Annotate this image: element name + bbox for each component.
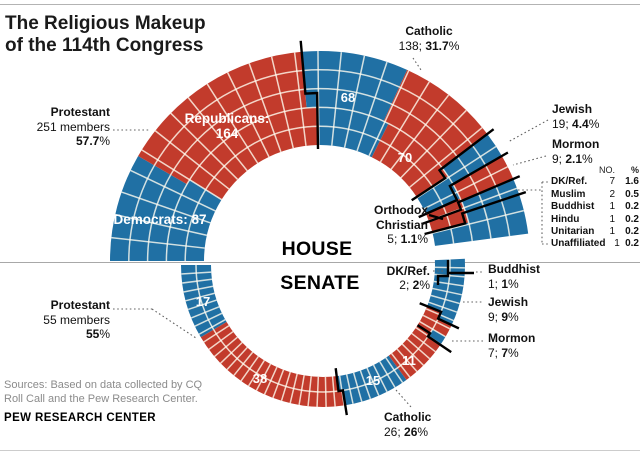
- title-line-1: The Religious Makeup: [5, 13, 206, 34]
- senate-catholic-rep-count: 11: [402, 353, 416, 368]
- house-jewish-callout: Jewish 19; 4.4%: [552, 102, 600, 131]
- religion-count: 1: [609, 213, 615, 225]
- senate-mormon-callout: Mormon 7; 7%: [488, 331, 536, 360]
- religion-count: 7: [609, 176, 615, 188]
- house-senate-divider: [0, 262, 640, 263]
- religion-count: 1: [609, 226, 615, 238]
- religion-name: Hindu: [551, 213, 580, 225]
- group-boundary-line: [299, 40, 320, 150]
- dotted-leader-line: [151, 308, 197, 339]
- page-title: The Religious Makeup of the 114th Congre…: [5, 13, 206, 57]
- senate-catholic-dem-count: 15: [365, 373, 381, 388]
- senate-segment: [200, 329, 346, 407]
- sources-note: Sources: Based on data collected by CQ R…: [4, 379, 202, 406]
- senate-segment: [336, 355, 398, 392]
- dotted-leader-line: [507, 119, 549, 143]
- table-row: DK/Ref. 7 1.6: [551, 176, 639, 188]
- sources-line-2: Roll Call and the Pew Research Center.: [4, 392, 198, 405]
- house-catholic-rep-count: 70: [397, 150, 413, 165]
- callout-name: Protestant: [50, 105, 110, 119]
- religion-pct: 0.2: [625, 226, 639, 238]
- house-republicans-inline-label: Republicans: 164: [184, 111, 270, 141]
- house-segment: [166, 179, 222, 261]
- religion-pct: 0.5: [625, 188, 639, 200]
- religion-count: 1: [609, 201, 615, 213]
- senate-protestant-callout: Protestant 55 members 55%: [43, 298, 110, 341]
- dotted-leader-line: [512, 155, 547, 166]
- religion-pct: 0.2: [625, 238, 639, 250]
- religion-pct: 1.6: [625, 176, 639, 188]
- house-segment: [301, 50, 408, 122]
- group-boundary-line: [424, 190, 527, 236]
- religion-pct: 0.2: [625, 213, 639, 225]
- religion-pct: 0.2: [625, 201, 639, 213]
- senate-segment: [428, 329, 446, 345]
- house-seat-grid: [109, 50, 526, 261]
- table-header-no: NO.: [598, 165, 615, 175]
- house-mormon-callout: Mormon 9; 2.1%: [552, 137, 600, 166]
- table-header-pct: %: [630, 165, 639, 175]
- title-line-2: of the 114th Congress: [5, 35, 204, 56]
- house-protestant-callout: Protestant 251 members 57.7%: [36, 105, 110, 148]
- group-boundary-line: [411, 128, 495, 202]
- group-boundary-line: [416, 324, 452, 354]
- senate-buddhist-callout: Buddhist 1; 1%: [488, 262, 540, 291]
- table-row: Unitarian 1 0.2: [551, 226, 639, 238]
- group-boundary-line: [334, 368, 348, 416]
- sources-line-1: Sources: Based on data collected by CQ: [4, 379, 203, 391]
- dotted-leader-line: [395, 389, 412, 408]
- house-segment: [383, 69, 488, 169]
- religion-count: 1: [614, 238, 620, 250]
- senate-protestant-dem-count: 17: [195, 294, 211, 309]
- house-catholic-callout: Catholic 138; 31.7%: [398, 24, 460, 53]
- religion-name: Unitarian: [551, 226, 595, 238]
- house-section-label: HOUSE: [281, 238, 353, 260]
- religion-name: Unaffiliated: [551, 238, 606, 250]
- table-row: Buddhist 1 0.2: [551, 201, 639, 213]
- table-row: Hindu 1 0.2: [551, 214, 639, 226]
- senate-segment: [388, 306, 442, 368]
- table-row: Muslim 2 0.5: [551, 189, 639, 201]
- bottom-rule: [0, 450, 640, 451]
- group-boundary-line: [419, 302, 460, 330]
- house-small-religions-table: NO. % DK/Ref. 7 1.6 Muslim 2 0.5 Buddhist 1 0.2 H…: [551, 164, 639, 251]
- pew-research-center-brand: PEW RESEARCH CENTER: [4, 412, 157, 424]
- house-segment: [110, 156, 187, 261]
- pointer-line: [428, 213, 444, 221]
- senate-segment: [196, 265, 227, 330]
- house-orthodox-callout: Orthodox Christian 5; 1.1%: [374, 203, 428, 246]
- table-header-row: NO. %: [551, 164, 639, 176]
- table-row: Unaffiliated 1 0.2: [551, 238, 639, 250]
- religion-count: 2: [609, 188, 615, 200]
- senate-jewish-callout: Jewish 9; 9%: [488, 295, 529, 324]
- house-democrats-inline-label: Democrats: 87: [113, 212, 207, 227]
- group-boundary-line: [418, 151, 509, 219]
- religion-name: Buddhist: [551, 201, 595, 213]
- religion-name: DK/Ref.: [551, 176, 588, 188]
- senate-catholic-callout: Catholic 26; 26%: [384, 410, 432, 439]
- senate-segment: [181, 265, 214, 338]
- senate-protestant-rep-count: 38: [252, 371, 268, 386]
- senate-dkref-callout: DK/Ref. 2; 2%: [386, 264, 430, 292]
- dotted-leader-line: [412, 57, 422, 71]
- top-rule: [0, 4, 640, 5]
- senate-seat-grid: [181, 258, 466, 408]
- religion-name: Muslim: [551, 188, 586, 200]
- senate-section-label: SENATE: [280, 272, 360, 294]
- group-boundary-line: [421, 175, 521, 226]
- house-catholic-dem-count: 68: [340, 90, 356, 105]
- pointer-line: [436, 260, 450, 285]
